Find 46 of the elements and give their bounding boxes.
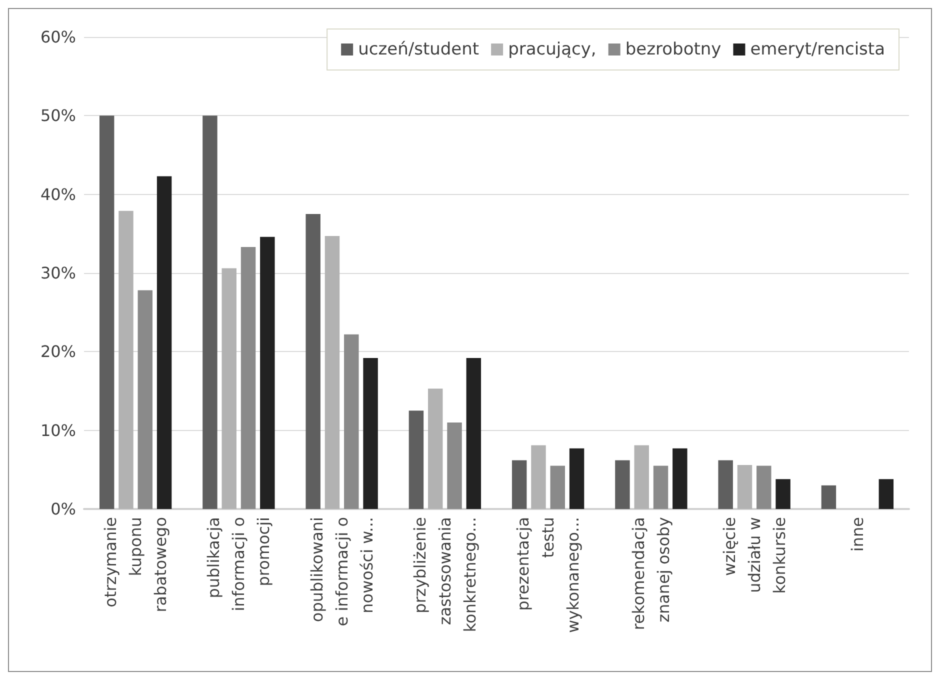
bar bbox=[718, 460, 733, 509]
bar bbox=[776, 479, 790, 509]
legend-label: pracujący, bbox=[508, 40, 596, 60]
bar bbox=[615, 460, 630, 509]
bar bbox=[202, 116, 218, 509]
bar bbox=[531, 445, 546, 509]
y-tick-label: 60% bbox=[40, 28, 76, 46]
y-tick-label: 40% bbox=[40, 184, 76, 204]
bar bbox=[260, 236, 275, 509]
bar bbox=[672, 448, 688, 509]
bar bbox=[408, 410, 424, 509]
bar bbox=[821, 485, 836, 509]
bar bbox=[653, 466, 668, 509]
bar bbox=[240, 247, 256, 509]
legend-label: emeryt/rencista bbox=[750, 40, 885, 60]
bar bbox=[99, 116, 114, 509]
bar bbox=[306, 214, 320, 509]
y-tick-label: 20% bbox=[40, 342, 76, 362]
bar bbox=[156, 176, 172, 509]
bar bbox=[878, 479, 894, 509]
x-tick-label: opublikowani e informacji o nowości w... bbox=[307, 517, 376, 626]
bar bbox=[512, 460, 527, 509]
bar bbox=[756, 466, 772, 509]
x-tick-label: inne bbox=[848, 517, 867, 552]
bar bbox=[737, 464, 752, 509]
y-tick-label: 0% bbox=[50, 500, 76, 518]
bar bbox=[634, 445, 649, 509]
x-tick-label: przybliżenie zastosowania konkretnego... bbox=[410, 517, 480, 632]
bar bbox=[138, 290, 153, 509]
y-tick-label: 30% bbox=[40, 264, 76, 282]
bar bbox=[324, 236, 340, 509]
bar bbox=[363, 358, 378, 509]
bar bbox=[118, 210, 134, 509]
x-tick-label: otrzymanie kuponu rabatowego bbox=[101, 517, 170, 612]
bar bbox=[550, 466, 566, 509]
y-tick-label: 10% bbox=[40, 420, 76, 440]
y-tick-label: 50% bbox=[40, 106, 76, 126]
legend-label: bezrobotny bbox=[625, 40, 722, 60]
legend-label: uczeń/student bbox=[358, 40, 480, 60]
bar bbox=[222, 268, 236, 509]
bar bbox=[569, 448, 584, 509]
bar bbox=[344, 334, 359, 509]
bar bbox=[466, 358, 482, 509]
bar bbox=[428, 388, 443, 509]
bar bbox=[447, 422, 462, 509]
x-tick-label: prezentacja testu wykonanego... bbox=[514, 517, 583, 633]
